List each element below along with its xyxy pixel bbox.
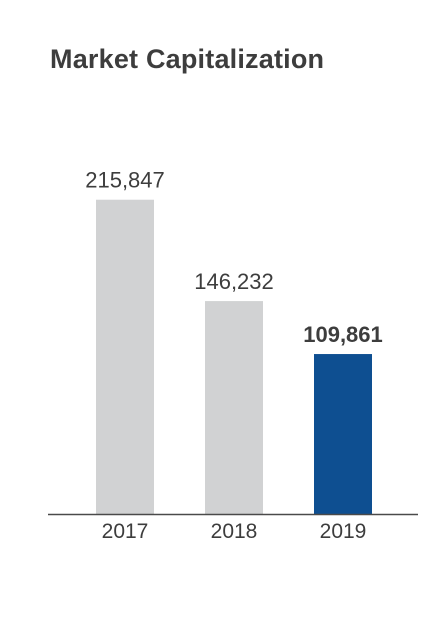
bars: [96, 199, 372, 515]
x-tick-label-2017: 2017: [102, 520, 149, 543]
x-tick-label-2019: 2019: [320, 520, 367, 543]
bar-2017: [96, 199, 154, 515]
x-tick-label-2018: 2018: [211, 520, 258, 543]
bar-2019: [314, 354, 372, 514]
chart-title: Market Capitalization: [50, 44, 325, 74]
x-axis-tick-labels: 2017 2018 2019: [102, 520, 367, 543]
bar-2018: [205, 301, 263, 514]
data-label-2017: 215,847: [85, 168, 165, 193]
data-label-2018: 146,232: [194, 269, 274, 294]
data-labels: 215,847 146,232 109,861: [85, 168, 383, 347]
data-label-2019: 109,861: [303, 322, 383, 347]
